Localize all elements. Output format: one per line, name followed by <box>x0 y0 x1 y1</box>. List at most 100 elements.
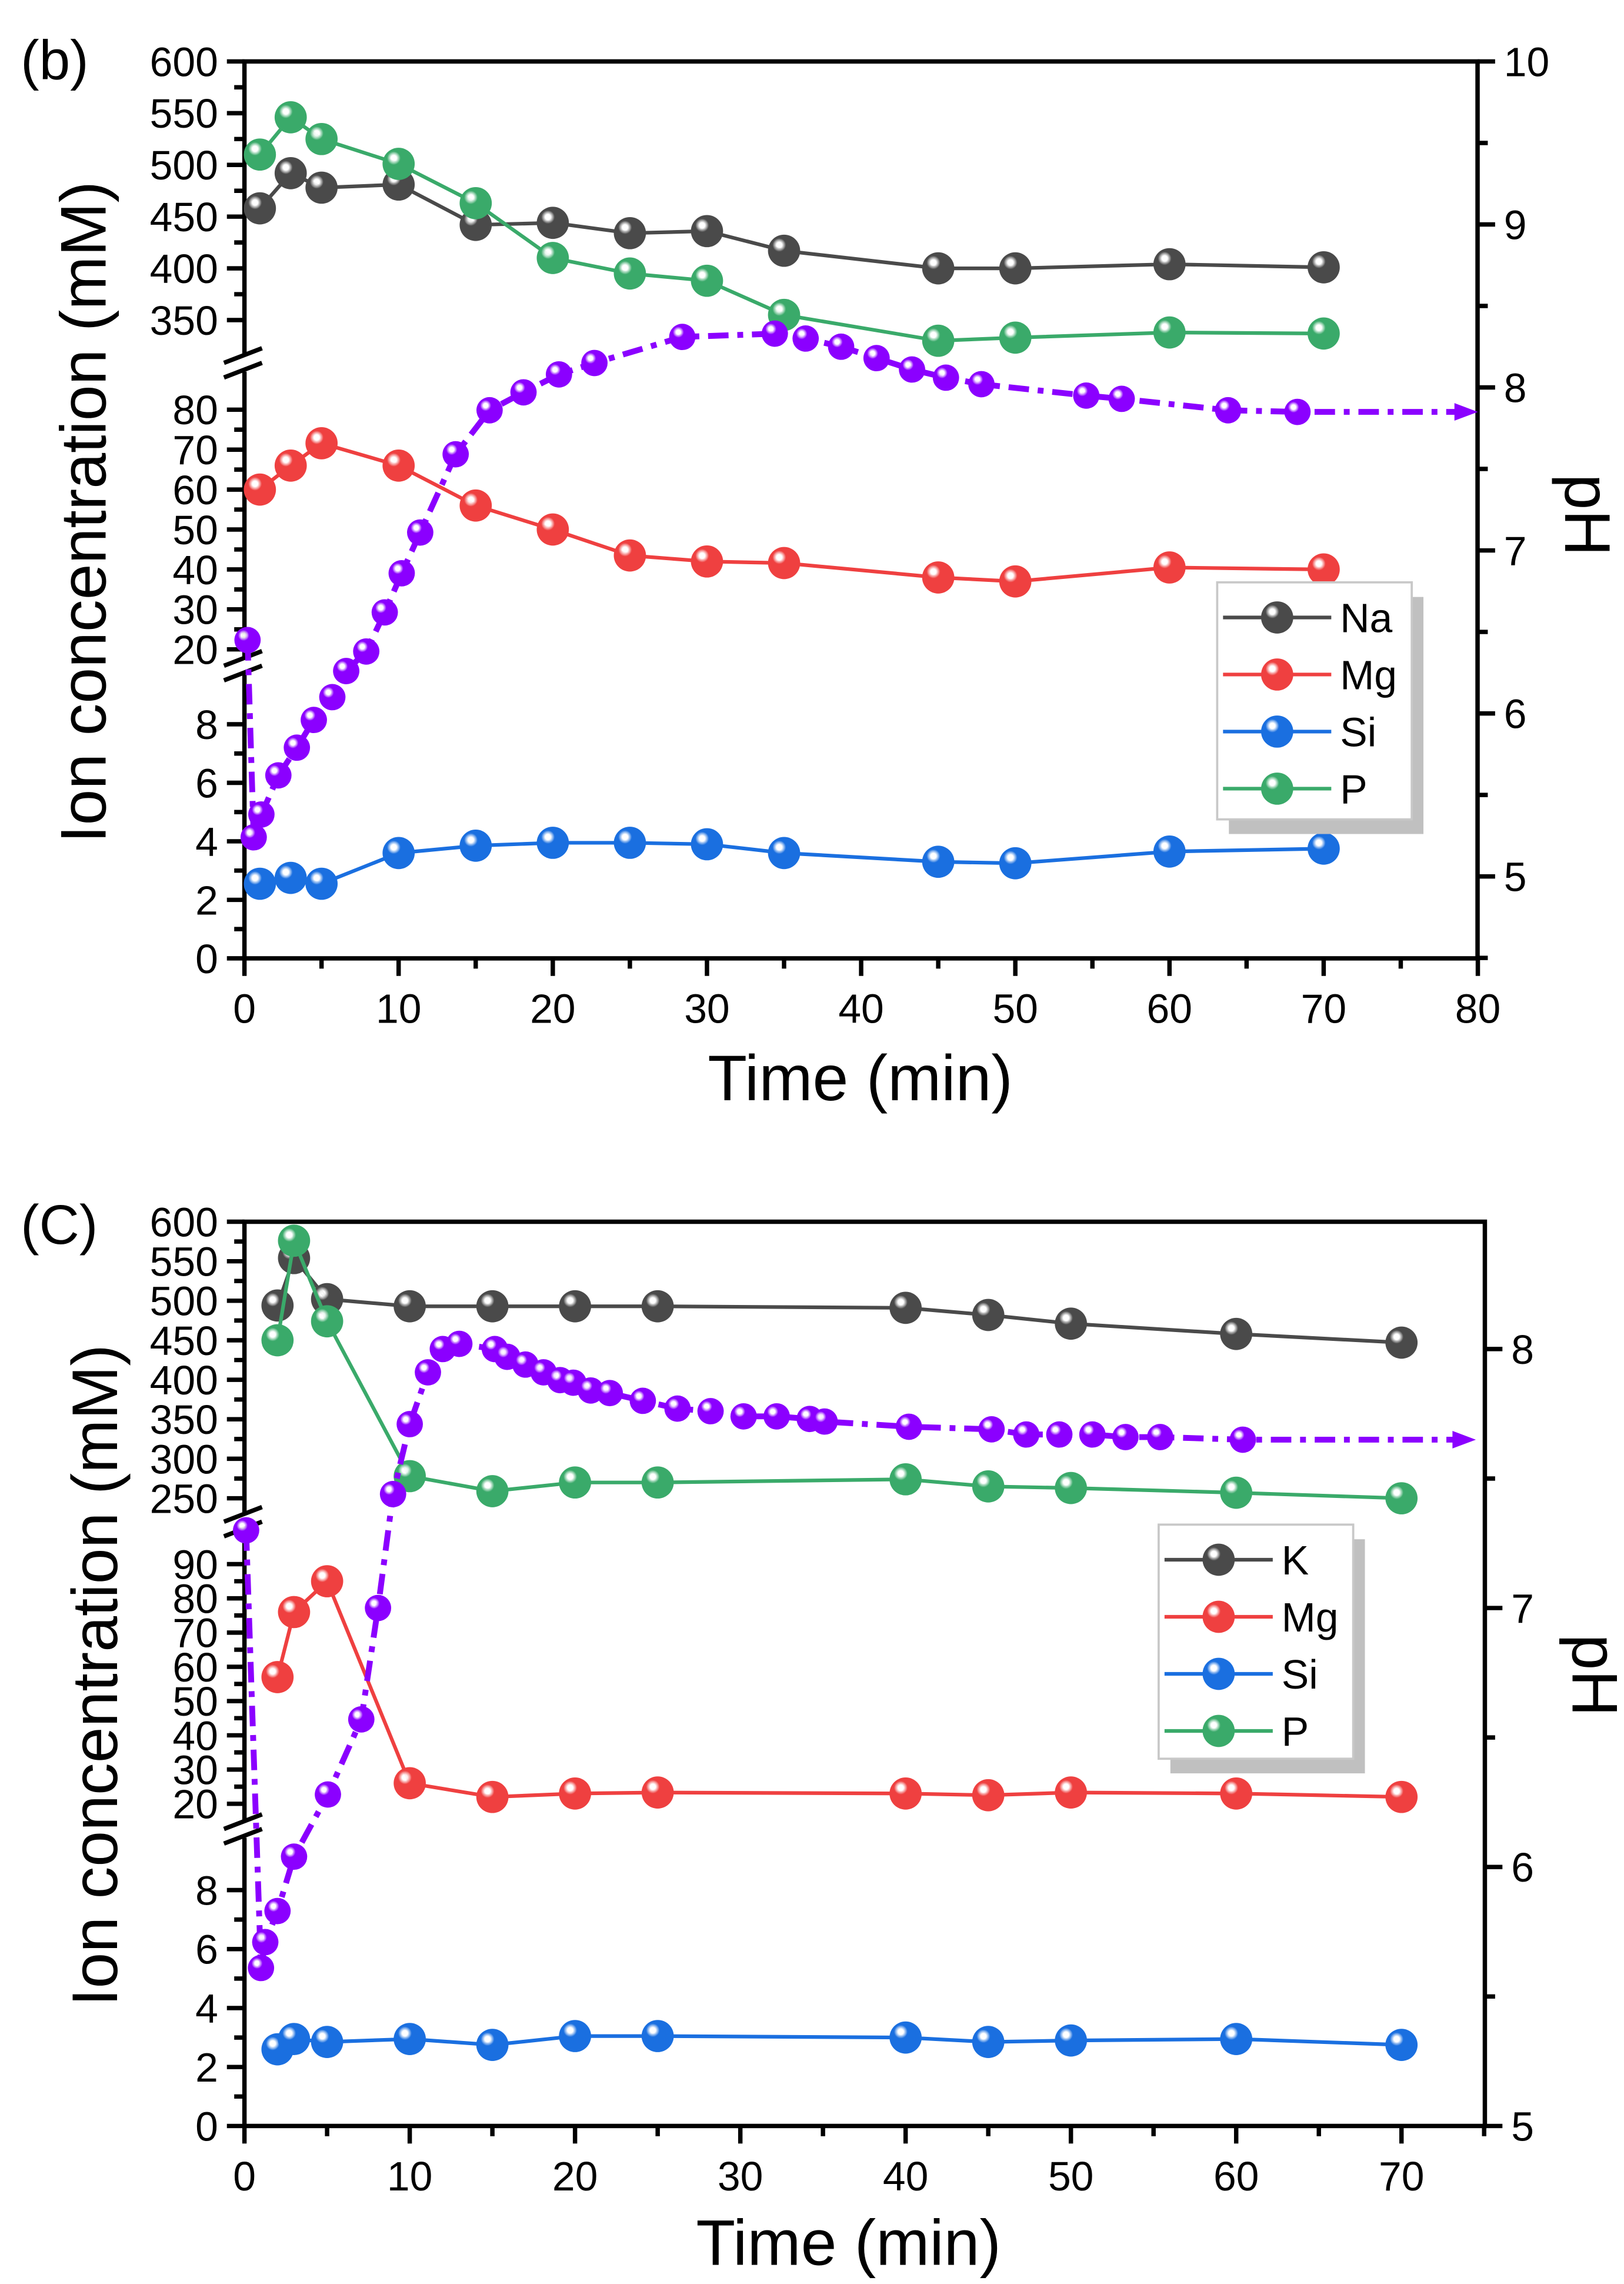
x-axis-title: Time (min) <box>708 1043 1013 1114</box>
y-tick-label: 20 <box>172 627 218 673</box>
data-point <box>1385 1326 1418 1359</box>
legend-label: Mg <box>1340 652 1397 698</box>
legend-marker <box>1260 773 1293 805</box>
arrow-icon <box>1452 1431 1476 1449</box>
data-point <box>382 837 415 870</box>
data-point <box>1385 1482 1418 1514</box>
data-point <box>353 638 380 665</box>
data-point <box>265 762 292 789</box>
data-point <box>899 356 925 383</box>
data-point <box>697 1398 724 1424</box>
series-line <box>275 1234 1402 1500</box>
data-point <box>1073 382 1100 409</box>
data-point <box>889 1463 922 1496</box>
data-point <box>999 565 1032 598</box>
data-point <box>1108 385 1135 412</box>
legend: K Mg Si P <box>1158 1523 1365 1774</box>
data-point <box>1385 1780 1418 1813</box>
y-tick-label: 250 <box>150 1476 218 1521</box>
data-point <box>382 148 415 180</box>
x-tick-label: 10 <box>376 985 421 1031</box>
y-axis-title: Ion concentration (mM) <box>59 1344 131 2006</box>
y-tick-label: 400 <box>150 246 218 292</box>
legend-label: P <box>1340 766 1367 812</box>
legend-marker <box>1260 715 1293 748</box>
data-point <box>559 1290 591 1323</box>
y-tick-label: 60 <box>172 467 218 513</box>
y-tick-label: 400 <box>150 1357 218 1403</box>
data-point <box>379 1481 406 1507</box>
legend-label: Mg <box>1282 1594 1339 1640</box>
data-point <box>972 1299 1005 1331</box>
data-point <box>889 1777 922 1810</box>
legend-label: Si <box>1340 709 1376 755</box>
data-point <box>244 867 276 900</box>
y-tick-label: 550 <box>150 91 218 136</box>
data-point <box>261 1661 294 1693</box>
series-p <box>261 1224 1418 1514</box>
data-point <box>261 1324 294 1357</box>
data-point <box>972 2026 1005 2058</box>
x-tick-label: 20 <box>552 2153 598 2199</box>
x-tick-label: 70 <box>1379 2153 1424 2199</box>
data-point <box>691 545 723 578</box>
axis-break-mark <box>223 664 263 682</box>
legend-label: K <box>1282 1537 1309 1583</box>
y-tick-label: 450 <box>150 194 218 240</box>
data-point <box>274 157 307 189</box>
data-point <box>388 560 415 587</box>
data-point <box>1220 2023 1253 2055</box>
y-tick-label: 2 <box>195 2045 218 2090</box>
y-tick-label: 50 <box>172 1679 218 1724</box>
data-point <box>1055 2024 1088 2057</box>
y-tick-label: 50 <box>172 507 218 553</box>
data-point <box>274 450 307 482</box>
y2-tick-label: 5 <box>1511 2103 1534 2149</box>
y-tick-label: 40 <box>172 547 218 593</box>
data-point <box>641 1290 674 1323</box>
y2-tick-label: 6 <box>1511 1844 1534 1890</box>
data-point <box>248 801 275 828</box>
axis-break-mark <box>223 361 263 380</box>
data-point <box>828 333 855 360</box>
x-tick-label: 0 <box>233 985 256 1031</box>
data-point <box>446 1330 473 1357</box>
data-point <box>278 1224 311 1257</box>
y-tick-label: 80 <box>172 387 218 433</box>
legend-label: Si <box>1282 1652 1318 1697</box>
data-point <box>691 828 723 861</box>
x-tick-label: 50 <box>1048 2153 1093 2199</box>
y2-tick-label: 7 <box>1504 528 1527 574</box>
data-point <box>1385 2029 1418 2061</box>
series-k <box>261 1241 1418 1359</box>
data-point <box>394 1290 426 1323</box>
data-point <box>664 1395 691 1422</box>
series-ph <box>233 1330 1476 1982</box>
legend-marker <box>1260 658 1293 691</box>
data-point <box>371 599 398 626</box>
data-point <box>311 2026 344 2058</box>
data-point <box>581 349 608 377</box>
panel-label: (C) <box>21 1194 98 1256</box>
data-point <box>311 1305 344 1338</box>
data-point <box>264 1897 291 1925</box>
axis-break-mark <box>223 1812 263 1832</box>
arrow-icon <box>1454 403 1478 421</box>
data-point <box>1153 248 1186 281</box>
data-point <box>1046 1421 1073 1448</box>
data-point <box>768 234 801 267</box>
y-tick-label: 70 <box>172 427 218 473</box>
y-tick-label: 600 <box>150 39 218 85</box>
data-point <box>922 252 955 285</box>
legend-label: Na <box>1340 595 1392 641</box>
data-point <box>248 1955 275 1982</box>
x-tick-label: 30 <box>684 985 729 1031</box>
data-point <box>889 1291 922 1324</box>
plot-frame <box>242 1219 1488 2129</box>
axis-break-mark <box>223 1504 263 1524</box>
y-tick-label: 20 <box>172 1782 218 1827</box>
data-point <box>545 361 572 388</box>
y-tick-label: 450 <box>150 1318 218 1364</box>
legend-label: P <box>1282 1709 1309 1754</box>
